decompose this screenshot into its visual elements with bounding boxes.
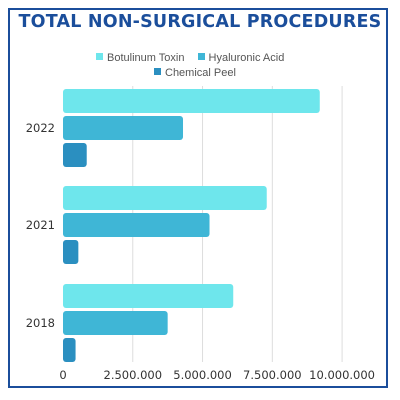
chart-title: TOTAL NON-SURGICAL PROCEDURES [18,12,382,32]
legend-item-chemical-peel: Chemical Peel [154,67,236,79]
x-tick-label: 7.500.000 [243,368,302,382]
bar [63,338,76,362]
legend-label: Chemical Peel [165,67,236,79]
bar [63,143,87,167]
x-tick-label: 2.500.000 [104,368,163,382]
legend-swatch [154,68,161,75]
bar [63,186,267,210]
legend-swatch [197,53,205,60]
bar [63,284,234,308]
bar [63,311,168,335]
legend-item-hyaluronic-acid: Hyaluronic Acid [197,52,285,64]
bar [63,240,79,264]
x-tick-label: 10.000.000 [309,368,375,382]
x-tick-label: 5.000.000 [173,368,232,382]
bar [63,116,184,140]
y-tick-label: 2022 [26,121,55,135]
x-tick-label: 0 [59,368,66,382]
legend-label: Hyaluronic Acid [208,52,285,64]
legend-swatch [96,53,103,60]
bar [63,213,210,237]
legend-label: Botulinum Toxin [107,52,185,64]
legend-item-botulinum-toxin: Botulinum Toxin [96,52,184,64]
bar [63,89,320,113]
y-tick-label: 2018 [26,316,55,330]
y-tick-label: 2021 [26,218,55,232]
